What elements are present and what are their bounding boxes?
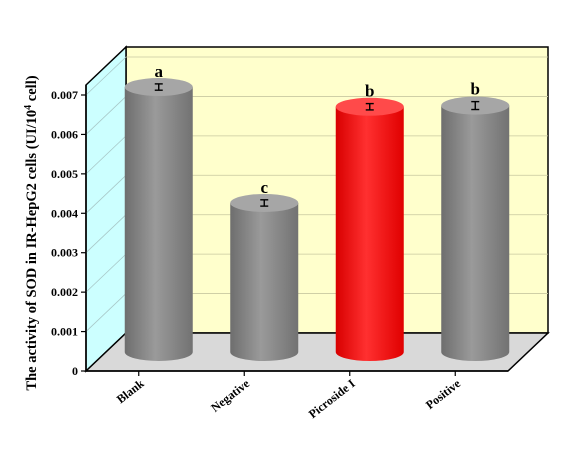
y-axis-title-end: cell) — [24, 75, 40, 105]
y-axis-title-main: The activity of SOD in IR-HepG2 cells (U… — [24, 110, 40, 391]
y-tick-label: 0.002 — [51, 285, 78, 299]
grid-line-side — [85, 135, 127, 175]
y-tick-label: 0 — [72, 364, 78, 378]
bars: a c b b — [124, 62, 510, 361]
y-axis-title-sup: 4 — [23, 105, 34, 110]
y-tick-label: 0.006 — [51, 127, 78, 141]
y-tick-label: 0.005 — [51, 167, 78, 181]
grid-line-side — [85, 56, 127, 96]
significance-label: b — [471, 80, 480, 99]
x-tick-label: Positive — [423, 376, 464, 412]
x-tick-label: Blank — [114, 376, 147, 406]
grid-line-side — [85, 293, 127, 332]
grid-line-side — [85, 174, 127, 214]
y-tick-label: 0.003 — [51, 246, 78, 260]
grid-line-side — [85, 214, 127, 254]
bar-blank: a — [124, 62, 193, 361]
significance-label: a — [155, 62, 164, 81]
x-tick-label: Negative — [208, 376, 252, 415]
bar-body — [124, 87, 193, 361]
grid-line-side — [85, 96, 127, 135]
y-tick-label: 0.007 — [51, 88, 78, 102]
bar-negative: c — [230, 178, 299, 361]
x-tick-label: Picroside I — [306, 376, 358, 421]
bar-body — [335, 106, 404, 361]
y-axis-title: The activity of SOD in IR-HepG2 cells (U… — [23, 75, 41, 390]
bar-picroside-i: b — [335, 82, 404, 361]
y-tick-label: 0.001 — [51, 325, 78, 339]
side-wall — [85, 45, 127, 373]
significance-label: b — [365, 82, 374, 101]
significance-label: c — [260, 178, 268, 197]
bar-body — [230, 202, 299, 361]
y-axis: 0 0.001 0.002 0.003 0.004 0.005 0.006 0.007 — [51, 85, 87, 378]
bar-body — [441, 105, 510, 361]
x-axis: Blank Negative Picroside I Positive — [86, 370, 508, 421]
grid-line-side — [85, 253, 127, 293]
bar-positive: b — [441, 80, 510, 361]
y-tick-label: 0.004 — [51, 206, 78, 220]
